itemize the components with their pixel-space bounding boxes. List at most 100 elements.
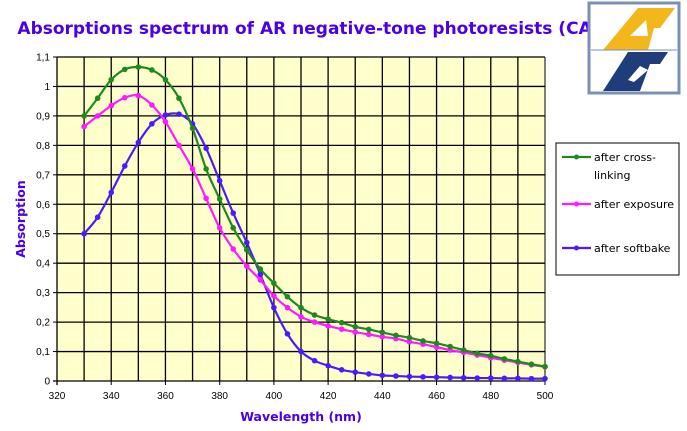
x-tick-label: 400 xyxy=(266,391,283,402)
legend-marker xyxy=(574,245,579,251)
x-tick-label: 480 xyxy=(482,391,499,402)
x-tick-label: 380 xyxy=(211,391,228,402)
data-point xyxy=(352,369,359,375)
data-point xyxy=(406,339,413,345)
data-point xyxy=(135,92,142,99)
data-point xyxy=(284,293,291,300)
data-point xyxy=(501,356,508,362)
data-point xyxy=(338,326,345,332)
data-point xyxy=(420,338,426,344)
data-point xyxy=(365,331,372,338)
data-point xyxy=(352,324,359,330)
data-point xyxy=(420,374,426,380)
legend-item: after cross-linking xyxy=(562,151,656,182)
data-point xyxy=(515,375,521,382)
data-point xyxy=(176,111,182,117)
data-point xyxy=(379,372,386,379)
series-after-cross-linking xyxy=(81,64,548,370)
y-tick-label: 1 xyxy=(44,82,50,93)
data-point xyxy=(284,331,291,337)
plot-area xyxy=(53,56,548,385)
legend-label: after cross- xyxy=(594,151,656,164)
data-point xyxy=(271,293,277,299)
data-point xyxy=(257,277,264,283)
data-point xyxy=(230,210,237,216)
series-after-exposure xyxy=(81,92,548,370)
data-point xyxy=(162,76,169,83)
data-point xyxy=(325,362,331,369)
data-point xyxy=(135,64,142,70)
data-point xyxy=(121,163,128,169)
legend-item: after exposure xyxy=(562,198,674,211)
x-tick-label: 320 xyxy=(49,391,66,402)
data-point xyxy=(189,166,196,172)
data-point xyxy=(243,247,250,253)
legend-marker xyxy=(574,154,579,160)
x-tick-label: 440 xyxy=(374,391,391,402)
data-point xyxy=(162,119,169,125)
y-tick-label: 1,1 xyxy=(36,53,50,64)
data-point xyxy=(230,225,237,231)
data-point xyxy=(176,95,182,102)
y-tick-label: 0,6 xyxy=(36,200,50,211)
data-point xyxy=(433,340,440,347)
data-point xyxy=(460,374,467,381)
data-point xyxy=(257,266,264,272)
data-point xyxy=(81,230,87,237)
data-point xyxy=(325,316,331,322)
y-tick-label: 0,7 xyxy=(36,170,50,181)
legend-item: after softbake xyxy=(562,242,671,255)
data-point xyxy=(216,177,223,184)
data-point xyxy=(406,334,413,341)
x-tick-label: 420 xyxy=(320,391,337,402)
data-point xyxy=(487,375,494,381)
data-point xyxy=(94,113,101,119)
data-point xyxy=(298,313,304,320)
data-point xyxy=(474,375,481,381)
data-point xyxy=(528,361,535,368)
y-tick-label: 0,4 xyxy=(36,259,50,270)
data-point xyxy=(94,214,101,221)
data-point xyxy=(216,196,223,202)
y-tick-label: 0,3 xyxy=(36,288,50,299)
y-tick-label: 0,8 xyxy=(36,141,50,152)
data-point xyxy=(243,239,250,246)
legend-marker xyxy=(574,201,579,207)
data-point xyxy=(176,142,182,149)
data-point xyxy=(149,67,155,73)
data-point xyxy=(216,225,223,231)
data-point xyxy=(365,371,372,377)
legend-label: after exposure xyxy=(594,198,674,211)
x-tick-label: 340 xyxy=(103,391,120,402)
data-point xyxy=(542,375,548,382)
data-point xyxy=(203,166,209,172)
data-point xyxy=(203,195,209,202)
legend-label: linking xyxy=(594,169,630,182)
x-tick-label: 460 xyxy=(428,391,445,402)
data-point xyxy=(298,348,304,355)
data-point xyxy=(149,121,155,127)
y-axis-ticks: 0 0,1 0,2 0,3 0,4 0,5 0,6 0,7 0,8 0,9 1 1,1 xyxy=(36,53,57,388)
data-point xyxy=(542,363,548,370)
data-point xyxy=(121,66,128,73)
data-point xyxy=(311,357,318,364)
legend-label: after softbake xyxy=(594,242,671,255)
x-tick-label: 500 xyxy=(537,391,554,402)
data-point xyxy=(393,332,399,339)
x-axis-ticks: 320 340 360 380 400 420 440 460 480 500 xyxy=(49,381,554,402)
y-tick-label: 0,2 xyxy=(36,318,50,329)
legend-box xyxy=(555,142,680,276)
data-point xyxy=(257,271,264,278)
data-point xyxy=(81,123,87,130)
data-point xyxy=(203,145,209,152)
x-tick-label: 360 xyxy=(157,391,174,402)
data-point xyxy=(108,76,115,83)
data-point xyxy=(406,373,413,380)
data-point xyxy=(271,280,277,287)
data-point xyxy=(447,343,453,350)
data-point xyxy=(311,319,318,325)
data-point xyxy=(121,94,128,101)
data-point xyxy=(447,374,453,381)
data-point xyxy=(271,304,277,311)
